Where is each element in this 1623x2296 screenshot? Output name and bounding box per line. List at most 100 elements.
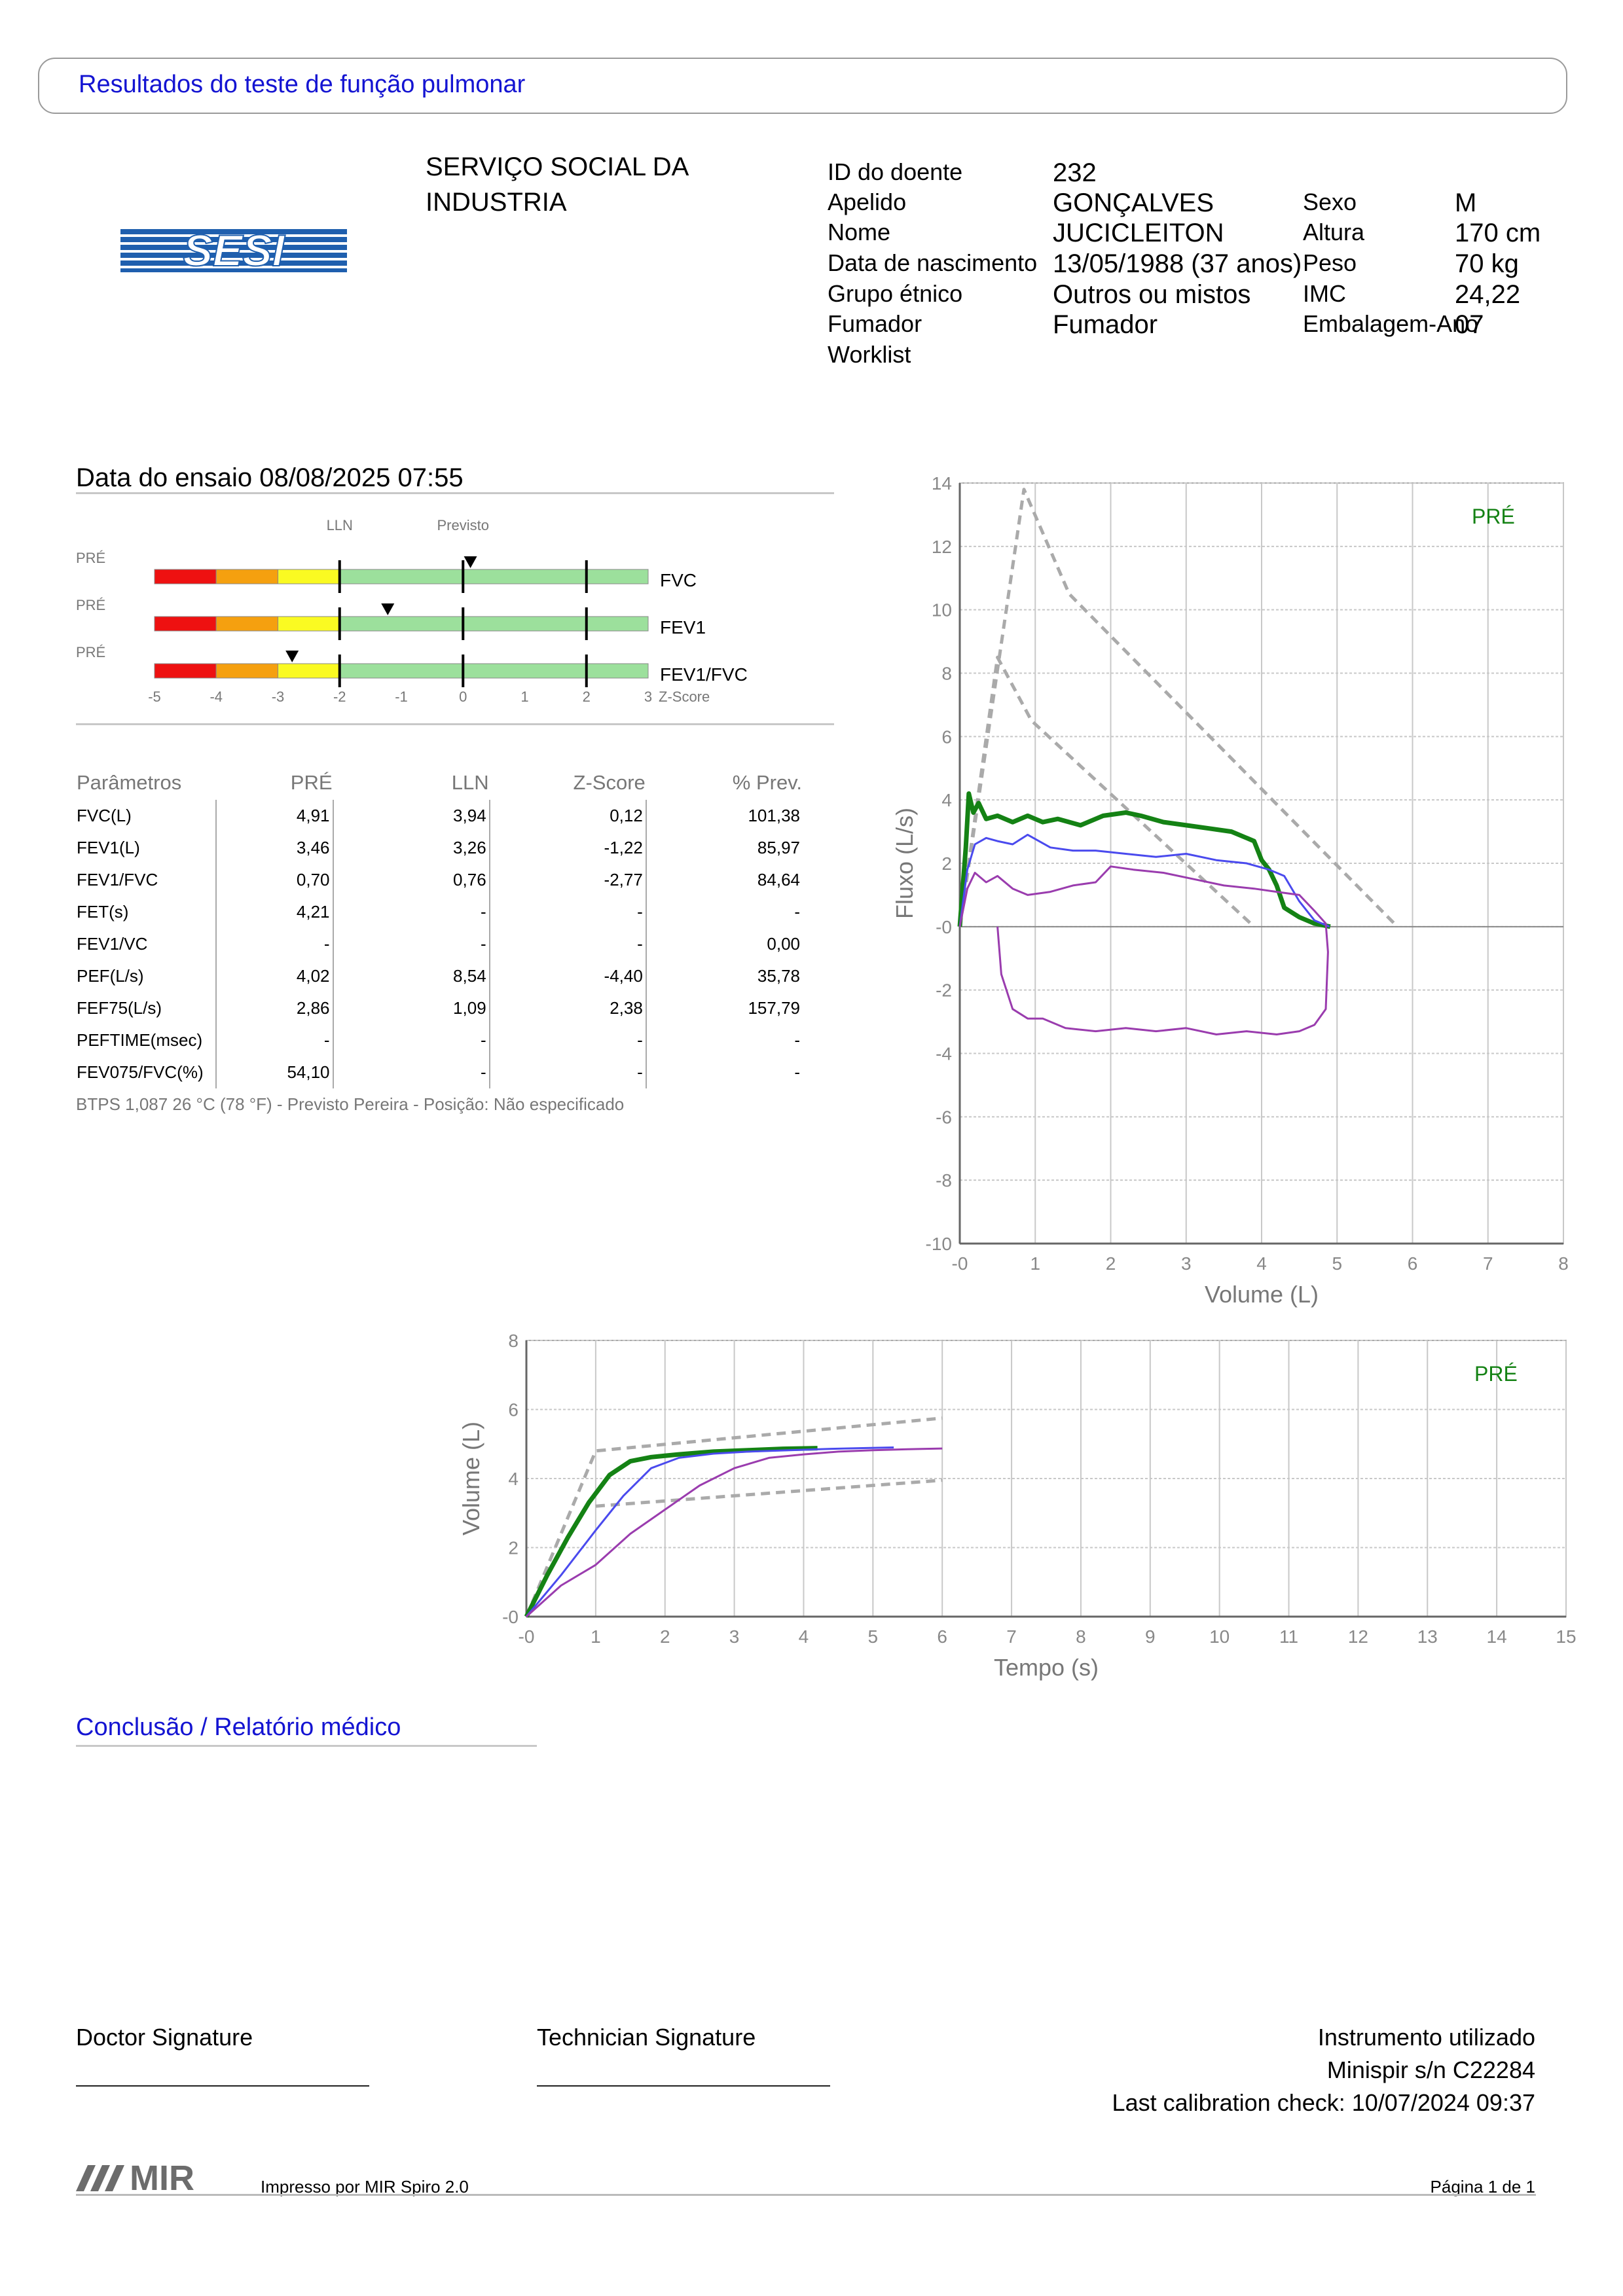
x-tick-label: 7 xyxy=(1483,1253,1493,1274)
technician-signature-line xyxy=(537,2085,830,2087)
parameter-value: - xyxy=(645,896,803,928)
y-axis-label: Volume (L) xyxy=(458,1422,484,1535)
column-header: Z-Score xyxy=(573,771,646,794)
column-header: LLN xyxy=(451,771,489,794)
x-tick-label: 5 xyxy=(868,1626,879,1647)
flow-volume-chart: -0 1 2 3 4 5 6 7 8-10-8-6-4-2-02468101214Volume … xyxy=(891,473,1569,1308)
y-tick-label: -0 xyxy=(502,1607,519,1627)
parameter-value: 101,38 xyxy=(645,800,803,832)
x-axis-label: Volume (L) xyxy=(1205,1281,1319,1308)
y-tick-label: 6 xyxy=(941,726,952,747)
bmi-value: 24,22 xyxy=(1455,280,1521,309)
parameter-value: - xyxy=(488,928,646,960)
parameter-value: 3,26 xyxy=(332,832,490,864)
report-title-box: Resultados do teste de função pulmonar xyxy=(38,58,1567,114)
zscore-pointer xyxy=(381,603,395,615)
x-tick-label: -0 xyxy=(952,1253,968,1274)
y-tick-label: -10 xyxy=(926,1234,952,1254)
x-tick-label: 8 xyxy=(1076,1626,1086,1647)
y-tick-label: 12 xyxy=(932,537,952,557)
doctor-signature-line xyxy=(76,2085,369,2087)
zscore-segment xyxy=(339,663,649,679)
technician-signature-label: Technician Signature xyxy=(537,2024,756,2051)
test-date: Data do ensaio 08/08/2025 07:55 xyxy=(76,463,464,492)
btps-note: BTPS 1,087 26 °C (78 °F) - Previsto Pere… xyxy=(76,1094,625,1114)
parameter-name: FEV1(L) xyxy=(77,838,140,857)
x-tick-label: 3 xyxy=(1181,1253,1192,1274)
series-line-0 xyxy=(524,1416,943,1617)
zscore-segment xyxy=(154,663,217,679)
parameter-value: 157,79 xyxy=(645,992,803,1024)
parameter-value: 4,21 xyxy=(215,896,333,928)
legend-label: PRÉ xyxy=(1474,1362,1518,1386)
zscore-segment xyxy=(339,616,649,632)
x-tick-label: 10 xyxy=(1209,1626,1230,1647)
calibration-check: Last calibration check: 10/07/2024 09:37 xyxy=(1112,2089,1535,2116)
parameter-value: -4,40 xyxy=(488,960,646,992)
divider xyxy=(76,1745,537,1747)
table-row: FVC(L) 4,91 3,94 0,12 101,38 xyxy=(76,800,803,832)
x-tick-label: 6 xyxy=(937,1626,947,1647)
table-row: PEFTIME(msec) - - - - xyxy=(76,1024,803,1056)
parameter-value: 4,02 xyxy=(215,960,333,992)
table-row: FEV1/VC - - -0,00 xyxy=(76,928,803,960)
instrument-info: Instrumento utilizado Minispir s/n C2228… xyxy=(1112,2021,1535,2119)
name-label: Nome xyxy=(828,219,891,245)
y-tick-label: 4 xyxy=(941,790,952,810)
x-tick-label: 15 xyxy=(1556,1626,1576,1647)
series-line-0 xyxy=(958,488,1399,928)
zscore-segment xyxy=(215,569,278,584)
parameter-value: 35,78 xyxy=(645,960,803,992)
parameter-value: 8,54 xyxy=(332,960,490,992)
column-header: Parâmetros xyxy=(77,771,182,794)
x-tick-label: 11 xyxy=(1279,1626,1298,1647)
y-tick-label: -8 xyxy=(936,1170,952,1191)
footer-line xyxy=(76,2194,1536,2196)
parameter-name: FEF75(L/s) xyxy=(77,998,162,1018)
x-tick-label: 8 xyxy=(1558,1253,1569,1274)
surname-value: GONÇALVES xyxy=(1053,188,1214,217)
zscore-tick-label: -3 xyxy=(272,689,285,705)
parameter-name: FEV075/FVC(%) xyxy=(77,1062,204,1082)
series-line-3 xyxy=(958,833,1330,928)
bar-name: FEV1 xyxy=(660,617,706,637)
y-tick-label: 6 xyxy=(508,1400,519,1420)
zscore-segment xyxy=(278,616,340,632)
parameter-value: - xyxy=(488,1024,646,1056)
table-header-row: Parâmetros PRÉ LLN Z-Score % Prev. xyxy=(76,766,803,800)
parameters-table: Parâmetros PRÉ LLN Z-Score % Prev. FVC(L… xyxy=(76,766,803,1088)
series-line-1 xyxy=(958,655,1256,928)
mir-logo: MIR xyxy=(76,2159,246,2198)
surname-label: Apelido xyxy=(828,188,907,215)
parameter-value: - xyxy=(332,1024,490,1056)
column-header: % Prev. xyxy=(732,771,802,794)
zscore-tick-label: 1 xyxy=(520,689,528,705)
zscore-chart: LLN Previsto PRÉ FVC PRÉ FEV1 PRÉ FEV1/FVC -5 -4 -… xyxy=(76,517,748,705)
parameter-value: - xyxy=(332,896,490,928)
parameter-name: FEV1/VC xyxy=(77,934,148,954)
bmi-label: IMC xyxy=(1303,280,1346,307)
x-tick-label: 9 xyxy=(1145,1626,1156,1647)
parameter-value: 3,46 xyxy=(215,832,333,864)
parameter-name: PEF(L/s) xyxy=(77,966,144,986)
parameter-name: FEV1/FVC xyxy=(77,870,158,889)
x-tick-label: 3 xyxy=(729,1626,740,1647)
name-value: JUCICLEITON xyxy=(1053,219,1224,247)
parameter-value: 85,97 xyxy=(645,832,803,864)
bar-name: FEV1/FVC xyxy=(660,664,748,685)
bar-name: FVC xyxy=(660,570,697,590)
table-row: PEF(L/s) 4,02 8,54 -4,40 35,78 xyxy=(76,960,803,992)
report-title: Resultados do teste de função pulmonar xyxy=(79,71,526,98)
parameter-value: 0,76 xyxy=(332,864,490,896)
patient-id-value: 232 xyxy=(1053,158,1097,187)
x-tick-label: 1 xyxy=(591,1626,601,1647)
bar-tag: PRÉ xyxy=(76,644,105,660)
parameter-value: - xyxy=(645,1056,803,1088)
zscore-tick-label: 3 xyxy=(644,689,652,705)
y-tick-label: 2 xyxy=(508,1538,519,1558)
zscore-tick-label: 0 xyxy=(459,689,467,705)
zscore-tick-label: -1 xyxy=(395,689,408,705)
dob-value: 13/05/1988 (37 anos) xyxy=(1053,249,1302,278)
legend-label: PRÉ xyxy=(1472,505,1515,528)
parameter-value: - xyxy=(488,1056,646,1088)
